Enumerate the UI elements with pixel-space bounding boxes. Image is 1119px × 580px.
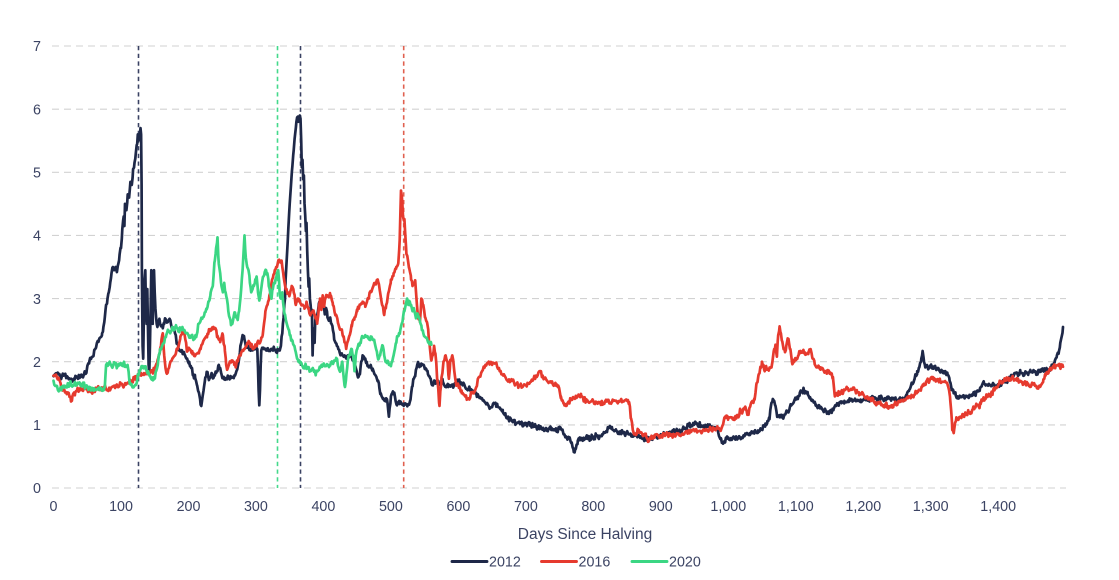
svg-text:1: 1: [33, 418, 41, 434]
svg-text:2016: 2016: [579, 555, 611, 571]
svg-text:100: 100: [109, 499, 133, 515]
svg-text:1,100: 1,100: [778, 499, 814, 515]
svg-text:500: 500: [379, 499, 403, 515]
svg-text:Days Since Halving: Days Since Halving: [518, 526, 652, 543]
svg-text:1,300: 1,300: [913, 499, 949, 515]
svg-text:300: 300: [244, 499, 268, 515]
svg-text:0: 0: [33, 481, 41, 497]
svg-text:700: 700: [514, 499, 538, 515]
svg-text:1,400: 1,400: [980, 499, 1016, 515]
svg-text:200: 200: [177, 499, 201, 515]
svg-text:3: 3: [33, 292, 41, 308]
svg-text:1,200: 1,200: [845, 499, 881, 515]
svg-text:0: 0: [50, 499, 58, 515]
svg-text:6: 6: [33, 102, 41, 118]
svg-text:2012: 2012: [489, 555, 521, 571]
svg-text:400: 400: [311, 499, 335, 515]
svg-text:7: 7: [33, 39, 41, 55]
svg-text:4: 4: [33, 229, 41, 245]
svg-text:1,000: 1,000: [710, 499, 746, 515]
svg-text:5: 5: [33, 166, 41, 182]
svg-text:2: 2: [33, 355, 41, 371]
svg-text:600: 600: [446, 499, 470, 515]
svg-text:900: 900: [649, 499, 673, 515]
svg-text:2020: 2020: [669, 555, 701, 571]
svg-text:800: 800: [581, 499, 605, 515]
